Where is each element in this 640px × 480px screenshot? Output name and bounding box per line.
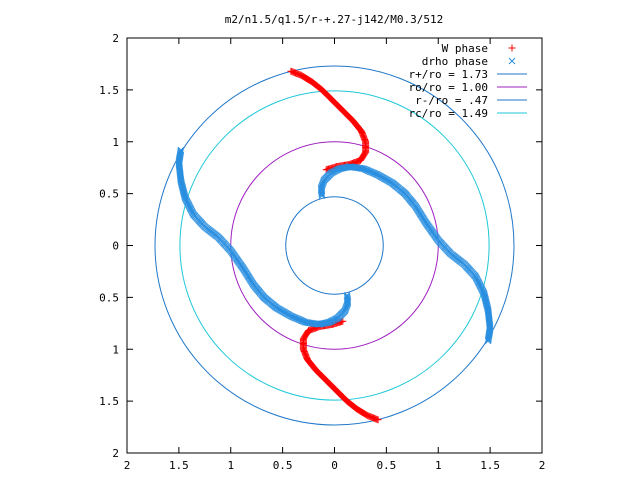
chart-title: m2/n1.5/q1.5/r-+.27-j142/M0.3/512 bbox=[225, 13, 444, 26]
drho-phase-point bbox=[318, 181, 326, 189]
x-tick-label: 1.5 bbox=[480, 459, 500, 472]
legend-label: rc/ro = 1.49 bbox=[409, 107, 488, 120]
legend-marker bbox=[508, 57, 516, 65]
y-tick-label: 0.5 bbox=[99, 188, 119, 201]
ticks-layer: 2 1.5 1 0.5 0 0.5 1 1.5 221.510.500.511.52 bbox=[99, 32, 545, 472]
legend-label: W phase bbox=[442, 42, 488, 55]
points-layer bbox=[175, 67, 494, 424]
x-tick-label: 0.5 bbox=[273, 459, 293, 472]
drho-phase-point bbox=[318, 182, 326, 190]
legend-label: r+/ro = 1.73 bbox=[409, 68, 488, 81]
drho-phase-point bbox=[319, 179, 327, 186]
drho-phase-point bbox=[342, 305, 350, 312]
y-tick-label: 2 bbox=[112, 447, 119, 460]
circle-rc-ro-1-49 bbox=[179, 90, 490, 401]
drho-phase-point bbox=[344, 299, 352, 306]
drho-phase-point bbox=[485, 335, 492, 343]
x-tick-label: 2 bbox=[539, 459, 546, 472]
circle-r-ro-1-73 bbox=[154, 65, 515, 426]
circle-r-ro-47 bbox=[285, 196, 384, 295]
legend-label: drho phase bbox=[422, 55, 488, 68]
drho-phase-point bbox=[341, 306, 349, 314]
drho-phase-point bbox=[484, 336, 492, 344]
drho-phase-point bbox=[317, 185, 325, 192]
drho-phase-point bbox=[318, 183, 325, 191]
drho-phase-point bbox=[343, 302, 351, 310]
y-tick-label: 2 bbox=[112, 32, 119, 45]
drho-phase-point bbox=[484, 337, 492, 345]
legend-label: r-/ro = .47 bbox=[415, 94, 488, 107]
y-tick-label: 1 bbox=[112, 136, 119, 149]
x-tick-label: 1 bbox=[227, 459, 234, 472]
drho-phase-point bbox=[344, 300, 351, 308]
y-tick-label: 1.5 bbox=[99, 84, 119, 97]
x-tick-label: 0 bbox=[331, 459, 338, 472]
drho-phase-point bbox=[319, 180, 327, 188]
legend-marker bbox=[508, 44, 516, 52]
x-tick-label: 0.5 bbox=[376, 459, 396, 472]
legend-label: ro/ro = 1.00 bbox=[409, 81, 488, 94]
x-tick-label: 2 bbox=[124, 459, 131, 472]
x-tick-label: 1 bbox=[435, 459, 442, 472]
y-tick-label: 0.5 bbox=[99, 291, 119, 304]
y-tick-label: 1 bbox=[112, 343, 119, 356]
drho-phase-point bbox=[177, 147, 185, 155]
drho-phase-point bbox=[342, 303, 350, 311]
y-tick-label: 1.5 bbox=[99, 395, 119, 408]
drho-phase-point bbox=[320, 177, 328, 185]
drho-phase-point bbox=[343, 301, 351, 309]
drho-phase-point bbox=[177, 146, 185, 154]
y-tick-label: 0 bbox=[112, 240, 119, 253]
drho-phase-point bbox=[177, 148, 184, 156]
x-tick-label: 1.5 bbox=[169, 459, 189, 472]
